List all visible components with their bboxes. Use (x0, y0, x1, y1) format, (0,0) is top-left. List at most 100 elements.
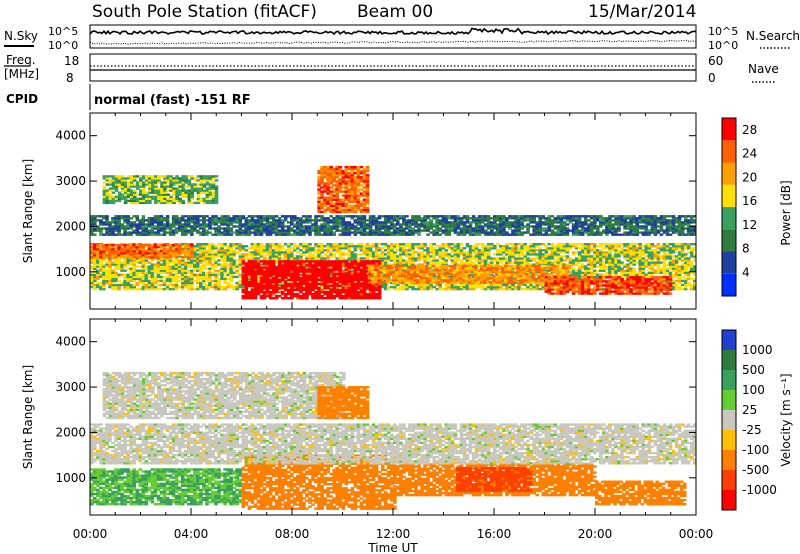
power-cell (96, 283, 100, 287)
power-cell (641, 245, 646, 248)
power-cell (168, 283, 173, 287)
freq-tick-top: 18 (64, 54, 79, 68)
power-cell (376, 266, 381, 270)
power-cell (485, 270, 490, 274)
power-cell (514, 271, 518, 274)
power-cell (144, 283, 149, 287)
power-cell (413, 279, 417, 282)
power-cell (635, 287, 639, 291)
power-cell (496, 285, 500, 289)
power-cell (347, 257, 352, 260)
power-cell (262, 284, 267, 288)
power-cell (377, 288, 382, 292)
power-cell (602, 267, 606, 270)
power-cell (517, 277, 521, 281)
power-cell (614, 259, 618, 262)
power-cell (347, 274, 352, 277)
power-cell (626, 269, 630, 272)
power-cell (323, 276, 327, 279)
power-cell (638, 257, 642, 260)
power-cell (274, 255, 279, 258)
power-cell (305, 257, 309, 260)
power-cell (180, 261, 185, 264)
power-cell (537, 266, 541, 270)
power-cell (404, 275, 408, 278)
power-cell (532, 259, 536, 262)
power-cell (293, 294, 297, 298)
power-cell (374, 257, 379, 260)
power-cell (395, 264, 399, 268)
power-cell (290, 262, 294, 265)
power-cell (253, 251, 258, 254)
power-cell (277, 294, 282, 298)
power-cell (287, 257, 291, 260)
power-cell (341, 243, 346, 246)
power-cell (371, 290, 376, 294)
power-cell (302, 266, 306, 269)
power-cell (314, 262, 318, 265)
power-cell (429, 255, 433, 258)
power-cell (401, 281, 405, 284)
power-cell (250, 288, 255, 292)
power-cell (438, 257, 442, 260)
power-cell (389, 266, 393, 270)
power-cell (296, 284, 300, 288)
power-cell (659, 271, 664, 274)
power-cell (299, 255, 303, 258)
power-cell (183, 257, 188, 260)
power-cell (377, 282, 382, 286)
power-cell (644, 245, 649, 248)
power-cell (468, 285, 473, 289)
power-cell (370, 266, 375, 270)
power-cell (329, 262, 333, 265)
power-cell (368, 272, 373, 275)
power-cell (390, 259, 394, 262)
power-cell (417, 287, 421, 291)
power-cell (420, 285, 424, 289)
power-cell (485, 281, 490, 284)
power-cell (208, 267, 212, 270)
power-cell (559, 249, 564, 252)
power-cell (214, 261, 218, 264)
power-cell (117, 287, 121, 291)
power-cell (183, 269, 188, 272)
power-cell (562, 245, 567, 248)
power-cell (271, 255, 276, 258)
power-cell (190, 273, 194, 276)
power-cell (419, 277, 423, 280)
power-cell (168, 281, 173, 285)
power-cell (277, 280, 282, 283)
power-cell (519, 270, 523, 274)
power-cell (571, 271, 576, 274)
power-cell (226, 247, 230, 250)
power-cell (525, 275, 529, 278)
power-cell (426, 273, 430, 276)
power-cell (438, 261, 442, 264)
power-cell (474, 249, 479, 252)
power-cell (459, 283, 464, 287)
power-cell (326, 245, 330, 248)
power-cell (256, 245, 261, 248)
power-cell (277, 243, 282, 246)
power-cell (486, 255, 491, 258)
power-cell (332, 249, 336, 252)
power-cell (156, 259, 161, 262)
power-cell (271, 288, 276, 292)
power-cell (444, 263, 449, 266)
power-cell (314, 243, 318, 246)
power-cell (247, 294, 252, 298)
power-cell (529, 271, 533, 274)
power-cell (444, 259, 449, 262)
power-cell (602, 253, 606, 256)
power-cell (244, 286, 249, 290)
power-cell (223, 243, 227, 246)
power-cell (250, 251, 255, 254)
power-cell (626, 247, 630, 250)
power-cell (405, 285, 409, 289)
power-cell (535, 263, 539, 266)
date-label: 15/Mar/2014 (588, 2, 696, 22)
power-cell (368, 284, 373, 288)
power-cell (226, 271, 230, 274)
power-cell (399, 243, 403, 246)
power-cell (111, 263, 115, 266)
